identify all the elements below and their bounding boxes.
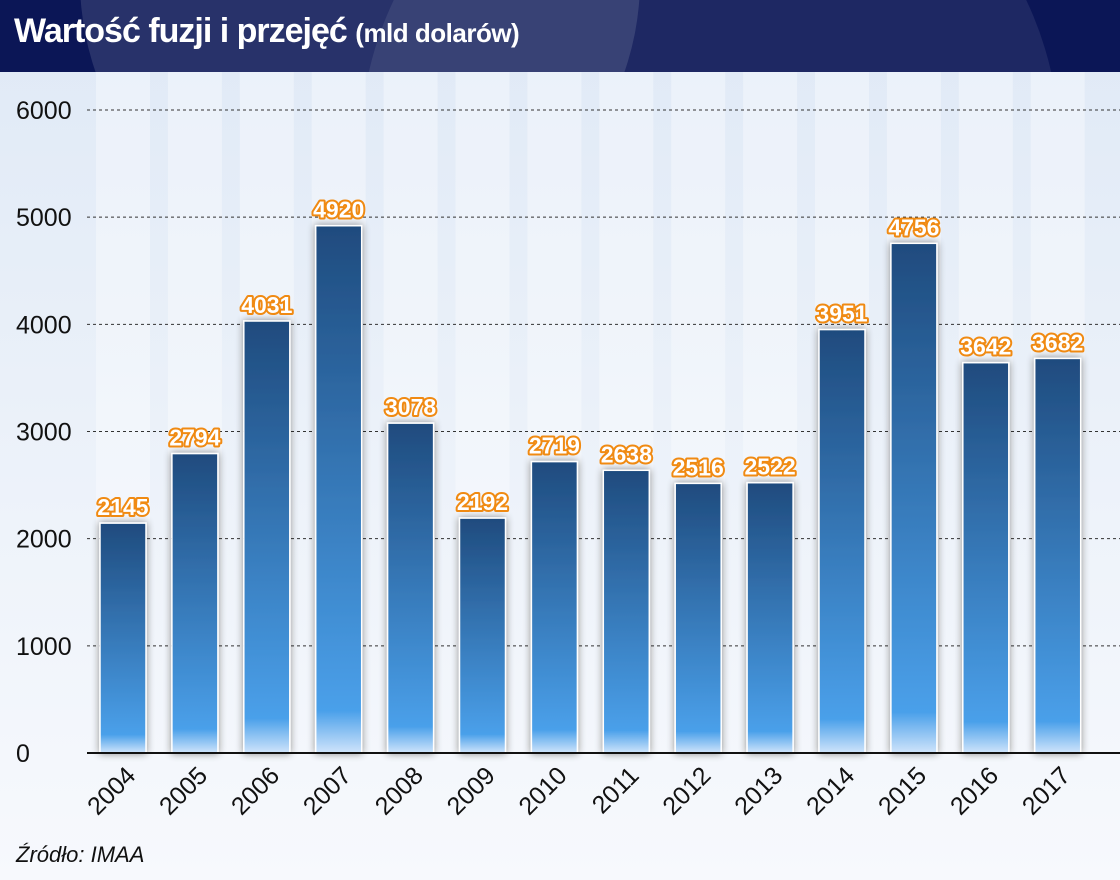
source-note: Źródło: IMAA [16,842,145,867]
y-tick-label: 5000 [16,204,72,232]
bar-2012 [674,482,722,754]
bar-2009 [458,517,507,754]
data-label-2012: 2516 [673,454,724,480]
y-tick-label: 1000 [16,633,72,661]
y-tick-label: 3000 [16,419,72,447]
data-label-2011: 2638 [601,441,652,467]
bar-2017 [1033,357,1082,754]
data-label-2013: 2522 [745,454,796,480]
bar-2013 [746,481,794,754]
data-label-2007: 4920 [313,197,364,223]
data-label-2009: 2192 [457,489,508,515]
data-label-2006: 4031 [241,292,292,318]
bar-2010 [530,460,579,754]
data-label-2008: 3078 [385,394,436,420]
x-tick-label: 2014 [801,761,860,820]
x-tick-label: 2013 [729,761,788,820]
background-decoration [360,0,1060,72]
bar-2014 [818,328,866,754]
subtitle-text: (mld dolarów) [355,18,520,48]
x-tick-label: 2004 [82,761,141,820]
data-label-2004: 2145 [97,494,148,520]
y-tick-label: 4000 [16,311,72,339]
bar-2005 [171,452,219,754]
data-label-2015: 4756 [888,214,939,240]
header-bar: Wartość fuzji i przejęć (mld dolarów) [0,0,1120,72]
x-tick-label: 2005 [154,761,213,820]
data-label-2010: 2719 [529,433,580,459]
x-tick-label: 2012 [657,761,716,820]
x-tick-label: 2011 [587,761,645,819]
x-tick-label: 2015 [873,761,932,820]
x-tick-label: 2008 [370,761,429,820]
data-label-2014: 3951 [816,301,867,327]
x-tick-label: 2016 [945,761,1004,820]
bar-2011 [602,469,651,754]
bar-2008 [386,422,435,754]
x-tick-label: 2010 [514,761,573,820]
x-tick-label: 2007 [298,761,357,820]
data-label-2016: 3642 [960,334,1011,360]
title-text: Wartość fuzji i przejęć [14,12,348,50]
chart-title: Wartość fuzji i przejęć (mld dolarów) [14,12,520,51]
x-tick-label: 2017 [1017,761,1076,820]
bar-2015 [890,242,938,754]
data-label-2005: 2794 [169,425,220,451]
bar-2006 [243,320,291,754]
data-label-2017: 3682 [1032,329,1083,355]
bar-2007 [314,224,363,754]
bar-2004 [99,522,147,754]
y-tick-label: 2000 [16,526,72,554]
y-tick-label: 6000 [16,97,72,125]
y-tick-label: 0 [16,740,30,768]
bar-2016 [962,361,1010,754]
x-tick-label: 2009 [442,761,501,820]
background-decoration [80,0,640,72]
x-tick-label: 2006 [226,761,285,820]
